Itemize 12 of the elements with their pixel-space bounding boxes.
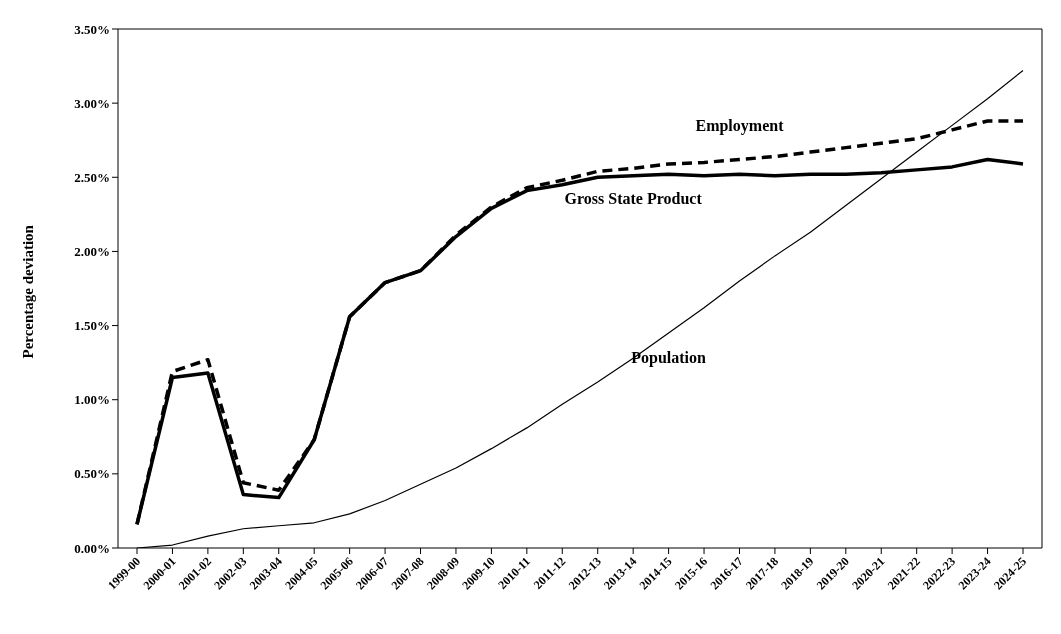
y-tick-label: 0.00%: [74, 540, 110, 556]
y-tick-label: 0.50%: [74, 466, 110, 482]
y-axis-title: Percentage deviation: [20, 224, 37, 359]
y-tick-label: 1.00%: [74, 392, 110, 408]
y-tick-label: 2.00%: [74, 244, 110, 260]
series-label: Gross State Product: [564, 189, 703, 207]
series-label: Population: [631, 348, 707, 367]
y-tick-label: 3.00%: [74, 95, 110, 111]
y-tick-label: 1.50%: [74, 318, 110, 334]
y-tick-label: 3.50%: [74, 21, 110, 37]
y-tick-label: 2.50%: [74, 169, 110, 185]
series-label: Employment: [695, 117, 785, 136]
